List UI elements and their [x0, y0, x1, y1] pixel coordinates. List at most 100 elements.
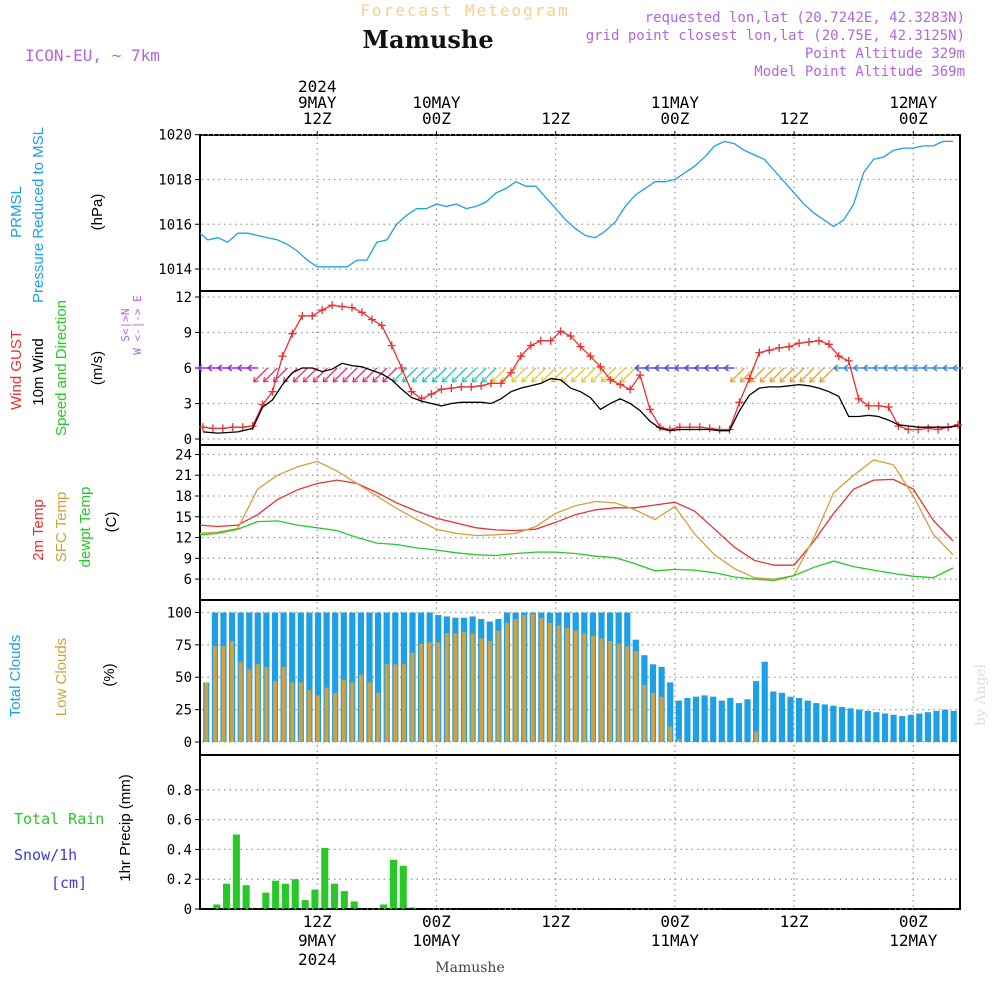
- y-tick-label: 75: [175, 638, 192, 654]
- top-time-label: 00Z: [422, 109, 451, 128]
- bar-total-clouds: [821, 704, 828, 742]
- bar-total-rain: [380, 904, 388, 909]
- wind-arrow-shaft: [302, 367, 318, 383]
- wind-arrow: [570, 367, 586, 383]
- wind-arrow-head: [789, 376, 796, 383]
- bar-low-clouds: [487, 641, 492, 742]
- bar-total-clouds: [675, 700, 682, 742]
- bar-low-clouds: [642, 685, 647, 742]
- gust-marker: [586, 352, 595, 361]
- wind-arrow: [902, 364, 914, 372]
- bar-total-rain: [281, 883, 289, 909]
- wind-arrow-head: [654, 364, 660, 372]
- wind-arrow-shaft: [769, 367, 785, 383]
- wind-arrow-head: [451, 376, 458, 383]
- wind-arrow-head: [227, 364, 233, 372]
- gust-marker: [238, 423, 247, 432]
- wind-arrow-head: [759, 376, 766, 383]
- bar-low-clouds: [479, 638, 484, 742]
- bar-total-clouds: [873, 712, 880, 742]
- bar-total-clouds: [881, 713, 889, 742]
- footer-station-name: Mamushe: [435, 960, 504, 976]
- wind-arrow-head: [491, 376, 498, 383]
- gust-marker: [447, 384, 456, 393]
- compass-rose: S<|>N W <-|-> E: [119, 295, 144, 355]
- wind-arrow-shaft: [481, 367, 497, 383]
- wind-arrow: [942, 364, 954, 372]
- panel-labels: PRMSL Pressure Reduced to MSL (hPa) Wind GU…: [7, 127, 144, 892]
- wind-arrow-head: [600, 376, 607, 383]
- bar-low-clouds: [221, 646, 226, 742]
- bar-total-clouds: [684, 698, 691, 742]
- y-tick-label: 18: [175, 489, 192, 505]
- wind-arrow: [580, 367, 596, 383]
- bottom-time-label: 10MAY: [412, 931, 461, 950]
- wind-arrow: [779, 367, 795, 383]
- bottom-time-label: 12MAY: [889, 931, 938, 950]
- y-tick-label: 25: [175, 703, 192, 719]
- wind-arrow-shaft: [372, 367, 388, 383]
- gust-marker: [546, 336, 555, 345]
- wind-arrow-shaft: [541, 367, 557, 383]
- bar-low-clouds: [384, 664, 389, 742]
- bottom-time-label: 2024: [298, 950, 337, 969]
- wind-arrow: [431, 367, 447, 383]
- bar-low-clouds: [616, 643, 621, 742]
- top-time-label: 12Z: [303, 109, 332, 128]
- bar-low-clouds: [419, 643, 423, 742]
- wind-arrow-shaft: [809, 367, 825, 383]
- wind-arrow-shaft: [620, 367, 636, 383]
- wind-arrow: [237, 364, 248, 372]
- bar-low-clouds: [573, 630, 578, 742]
- panel-1: 0 3 6 9 12: [175, 290, 964, 448]
- wind-arrow-shaft: [253, 367, 269, 383]
- wind-arrow-head: [342, 376, 349, 383]
- bar-low-clouds: [625, 646, 630, 742]
- label-wind-gust: Wind GUST: [8, 330, 25, 410]
- bar-total-clouds: [950, 710, 957, 742]
- gust-marker: [566, 332, 575, 341]
- wind-arrow-head: [207, 364, 213, 372]
- label-1hr-precip: 1hr Precip (mm): [117, 774, 134, 882]
- label-ms: (m/s): [89, 351, 106, 385]
- chart-panels: 1014101610181020036912691215182124025507…: [158, 128, 964, 918]
- label-speed-direction: Speed and Direction: [53, 300, 70, 436]
- wind-arrow-head: [570, 376, 577, 383]
- wind-arrow: [789, 367, 805, 383]
- wind-arrow: [952, 364, 964, 372]
- bar-total-clouds: [924, 712, 931, 742]
- wind-arrow-head: [779, 376, 786, 383]
- gust-marker: [208, 424, 217, 433]
- panel-2: 6 9 12 15 18 21 24: [175, 444, 961, 601]
- bar-low-clouds: [281, 666, 286, 742]
- bar-total-rain: [321, 847, 329, 909]
- wind-arrow-head: [634, 364, 640, 372]
- bottom-time-label: 00Z: [899, 912, 928, 931]
- station-title: Mamushe: [362, 25, 493, 54]
- y-tick-label: 9: [184, 326, 192, 342]
- label-prmsl: PRMSL: [8, 186, 25, 238]
- bar-total-rain: [291, 879, 299, 909]
- gust-marker: [705, 424, 714, 433]
- gust-marker: [626, 385, 635, 394]
- wind-arrow-head: [302, 376, 309, 383]
- bar-total-clouds: [727, 698, 734, 742]
- bar-total-rain: [350, 901, 358, 909]
- bar-low-clouds: [444, 633, 449, 742]
- wind-arrow-shaft: [292, 367, 308, 383]
- y-tick-label: 0: [184, 432, 192, 448]
- label-low-clouds: Low Clouds: [53, 638, 70, 716]
- wind-arrow-shaft: [431, 367, 447, 383]
- bar-total-rain: [311, 889, 319, 909]
- wind-arrow-head: [769, 376, 776, 383]
- gust-marker: [735, 398, 744, 407]
- bar-total-rain: [272, 880, 280, 909]
- bar-low-clouds: [668, 726, 673, 742]
- wind-arrow: [892, 364, 904, 372]
- bottom-time-label: 12Z: [780, 912, 809, 931]
- gust-marker: [814, 336, 823, 345]
- wind-arrow-head: [237, 364, 243, 372]
- bar-total-clouds: [314, 612, 322, 742]
- gust-marker: [506, 368, 515, 377]
